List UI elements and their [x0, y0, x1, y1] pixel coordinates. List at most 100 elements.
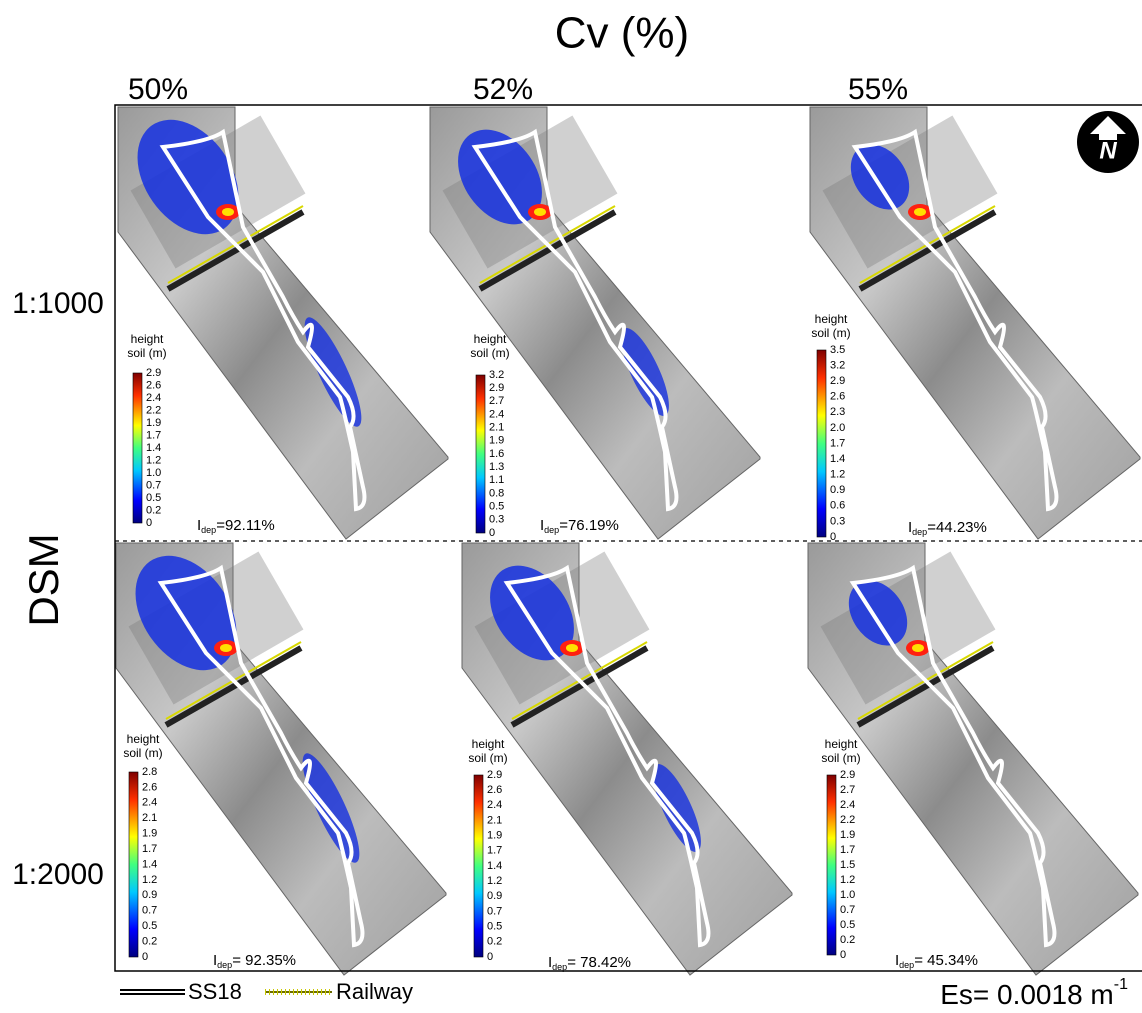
row-header: 1:2000 [12, 858, 104, 891]
colorbar-label: 1.2 [487, 875, 502, 887]
colorbar-label: 0.5 [489, 501, 504, 513]
colorbar-label: 1.2 [830, 469, 845, 481]
es-sup: -1 [1114, 976, 1128, 993]
legend-label: Railway [336, 979, 413, 1004]
colorbar-label: 0 [840, 949, 846, 961]
colorbar-label: 1.9 [840, 829, 855, 841]
idep-symbol: I [908, 519, 912, 536]
colorbar-label: 3.2 [489, 369, 504, 381]
colorbar-label: 0 [142, 951, 148, 963]
colorbar [473, 774, 484, 958]
idep-label: Idep= 78.42% [548, 954, 631, 972]
row-header: 1:1000 [12, 287, 104, 320]
colorbar-label: 0.6 [830, 500, 845, 512]
colorbar-label: 0.5 [142, 920, 157, 932]
colorbar-label: 1.4 [142, 858, 157, 870]
colorbar-label: 0 [487, 951, 493, 963]
colorbar-label: 2.4 [146, 392, 161, 404]
colorbar-title: soil (m) [821, 751, 860, 765]
colorbar-label: 1.4 [487, 860, 502, 872]
colorbar-label: 0.3 [830, 515, 845, 527]
colorbar-label: 2.2 [146, 404, 161, 416]
map-panel [807, 542, 1139, 976]
idep-label: Idep=76.19% [540, 517, 619, 535]
colorbar-label: 0.2 [487, 936, 502, 948]
buildings [820, 551, 996, 705]
boundary [851, 128, 1059, 512]
idep-label: Idep= 45.34% [895, 952, 978, 970]
idep-value: =76.19% [559, 517, 619, 534]
colorbar-label: 0.2 [142, 935, 157, 947]
legend: SS18 Railway [120, 979, 413, 1004]
colorbar-label: 1.2 [840, 874, 855, 886]
colorbar-label: 0.7 [840, 904, 855, 916]
idep-symbol: I [895, 952, 899, 969]
north-arrow: N [1077, 111, 1139, 173]
colorbar-title: height [472, 737, 505, 751]
colorbar-label: 1.7 [142, 843, 157, 855]
colorbar-label: 2.0 [830, 422, 845, 434]
colorbar-label: 1.7 [487, 845, 502, 857]
colorbar-label: 1.7 [830, 437, 845, 449]
boundary [849, 564, 1057, 948]
idep-label: Idep= 92.35% [213, 952, 296, 970]
colorbar-label: 2.9 [840, 769, 855, 781]
colorbar-label: 2.8 [142, 766, 157, 778]
debris-blob [220, 644, 232, 652]
colorbar-label: 2.6 [487, 784, 502, 796]
colorbar-label: 2.1 [487, 814, 502, 826]
colorbar-title: soil (m) [123, 746, 162, 760]
colorbar-label: 0 [830, 531, 836, 543]
colorbar-title: soil (m) [811, 326, 850, 340]
colorbar-label: 2.3 [830, 406, 845, 418]
figure-title: Cv (%) [555, 9, 689, 58]
colorbar-label: 3.2 [830, 359, 845, 371]
colorbar-label: 1.7 [840, 844, 855, 856]
colorbar-label: 1.4 [830, 453, 845, 465]
idep-sub: dep [544, 525, 559, 535]
colorbar-label: 2.1 [142, 812, 157, 824]
idep-sub: dep [912, 527, 927, 537]
colorbar-title: height [131, 332, 164, 346]
road [858, 209, 997, 292]
colorbar-title: height [474, 332, 507, 346]
row-group-label: DSM [20, 533, 67, 626]
road [164, 645, 303, 728]
idep-value: = 45.34% [914, 952, 978, 969]
debris-blob [534, 208, 546, 216]
map-panel [809, 106, 1141, 540]
colorbar-label: 0.9 [142, 889, 157, 901]
colorbar-label: 1.2 [142, 874, 157, 886]
map-panel [461, 542, 793, 976]
frame [114, 104, 1142, 972]
colorbar-title: soil (m) [127, 346, 166, 360]
idep-value: =92.11% [216, 517, 275, 534]
idep-label: Idep=44.23% [908, 519, 987, 537]
colorbar-label: 1.3 [489, 461, 504, 473]
legend-label: SS18 [188, 979, 242, 1004]
colorbar-label: 1.9 [146, 417, 161, 429]
idep-label: Idep=92.11% [197, 517, 275, 535]
colorbar-title: soil (m) [468, 751, 507, 765]
road [478, 209, 617, 292]
idep-value: = 78.42% [567, 954, 631, 971]
idep-symbol: I [197, 517, 201, 534]
colorbar-label: 1.9 [142, 828, 157, 840]
idep-sub: dep [552, 962, 567, 972]
colorbar-label: 0.9 [830, 484, 845, 496]
colorbar-label: 1.7 [146, 429, 161, 441]
colorbar-title: height [825, 737, 858, 751]
colorbar-label: 0.7 [142, 905, 157, 917]
colorbar-label: 1.1 [489, 474, 504, 486]
column-header: 50% [128, 73, 188, 106]
colorbar-label: 2.6 [142, 781, 157, 793]
colorbar-label: 0.5 [146, 492, 161, 504]
boundary [159, 128, 367, 512]
colorbar-label: 0.2 [840, 934, 855, 946]
debris-blob [222, 208, 234, 216]
colorbar [826, 774, 837, 956]
colorbar-title: height [815, 312, 848, 326]
road [856, 645, 995, 728]
